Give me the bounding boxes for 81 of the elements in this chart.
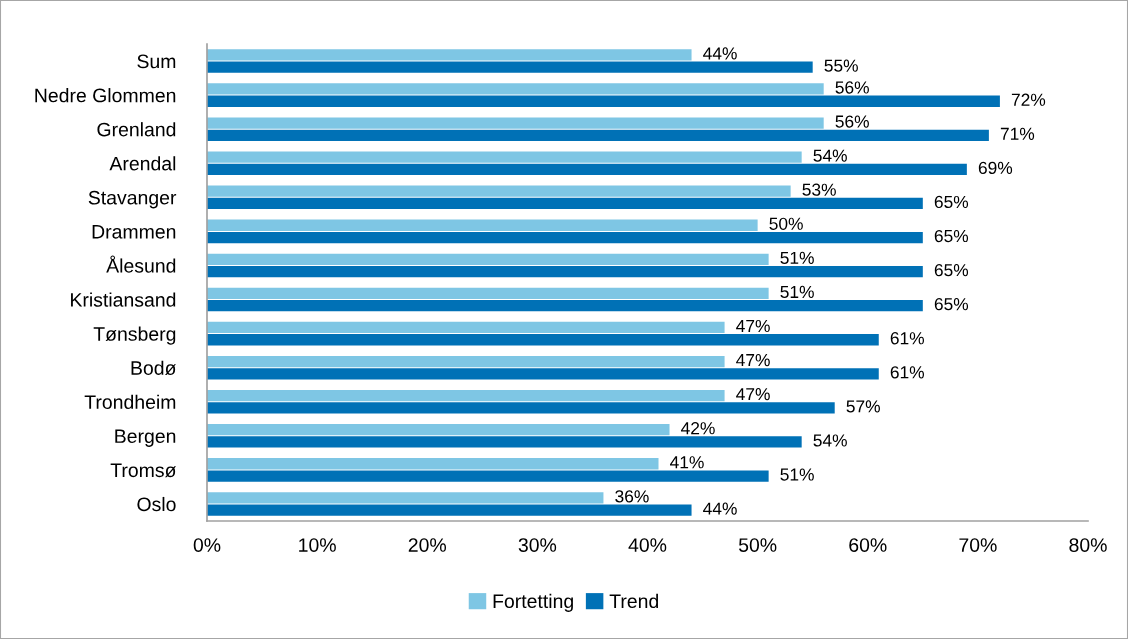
y-tick-label: Drammen (92, 225, 176, 239)
bar (207, 436, 802, 448)
bar (207, 492, 604, 504)
bar (207, 197, 923, 210)
y-tick-label: Trondheim (84, 394, 176, 409)
text: 36% (615, 490, 649, 503)
bar (207, 95, 1000, 107)
x-tick-label: 40% (628, 538, 667, 552)
bar (207, 389, 725, 402)
text: 47% (736, 353, 770, 367)
y-tick-label: Nedre Glommen (35, 88, 176, 103)
text: 51% (780, 251, 814, 264)
x-tick-label: 20% (408, 538, 447, 552)
bar (207, 253, 769, 265)
text: 53% (802, 183, 836, 196)
text: 69% (978, 161, 1013, 175)
text: 61% (890, 366, 924, 379)
legend-label: Trend (609, 593, 659, 609)
bar (207, 83, 824, 95)
bar (207, 334, 879, 346)
bar (207, 49, 692, 61)
x-tick-label: 10% (299, 538, 336, 552)
text: 41% (670, 456, 704, 469)
bar (207, 368, 879, 380)
x-tick-label: 30% (518, 538, 557, 552)
bar (207, 470, 769, 482)
text: 54% (813, 149, 847, 162)
text: 54% (813, 434, 847, 447)
bar (207, 458, 659, 470)
bar (207, 185, 791, 197)
y-tick-label: Kristiansand (71, 292, 176, 307)
x-tick-label: 0% (193, 538, 221, 552)
text: 44% (703, 502, 737, 515)
bar (207, 355, 725, 368)
bar (207, 424, 670, 436)
x-tick-label: 70% (959, 538, 997, 552)
text: 55% (824, 59, 858, 72)
x-tick-label: 80% (1069, 538, 1107, 552)
y-tick-label: Ålesund (106, 255, 176, 273)
text: 65% (934, 229, 969, 243)
y-tick-label: Oslo (137, 496, 176, 512)
y-tick-label: Arendal (109, 156, 176, 171)
text: 65% (934, 263, 969, 277)
legend-label: Fortetting (493, 593, 573, 612)
bar (207, 129, 989, 141)
bar (207, 117, 824, 129)
bar (207, 402, 835, 414)
x-tick-label: 50% (738, 538, 777, 552)
x-tick-label: 60% (849, 538, 887, 552)
text: 56% (835, 115, 869, 128)
y-tick-label: Bodø (131, 360, 176, 376)
bar (207, 163, 967, 176)
bar (207, 300, 923, 312)
y-tick-label: Stavanger (88, 190, 177, 209)
text: 72% (1011, 93, 1046, 106)
bar (207, 151, 802, 163)
bar (207, 287, 769, 300)
bar (207, 265, 923, 278)
text: 51% (780, 285, 814, 299)
text: 47% (736, 388, 770, 401)
text: 57% (846, 400, 880, 413)
text: 51% (780, 468, 814, 481)
y-tick-label: Tønsberg (93, 326, 176, 345)
text: 42% (681, 422, 715, 435)
y-tick-label: Bergen (115, 429, 176, 447)
text: 47% (736, 319, 770, 333)
y-tick-label: Tromsø (110, 463, 176, 478)
text: 61% (890, 332, 924, 345)
bar (207, 231, 923, 244)
bar (207, 219, 758, 231)
bar (207, 504, 692, 516)
bar (207, 61, 813, 73)
text: 71% (1000, 127, 1035, 140)
text: 65% (934, 298, 969, 311)
text: 56% (835, 81, 869, 94)
text: 65% (934, 195, 969, 209)
text: 50% (769, 217, 803, 230)
y-tick-label: Grenland (97, 122, 176, 137)
bar (207, 321, 725, 334)
y-tick-label: Sum (137, 54, 176, 69)
text: 44% (703, 47, 737, 60)
